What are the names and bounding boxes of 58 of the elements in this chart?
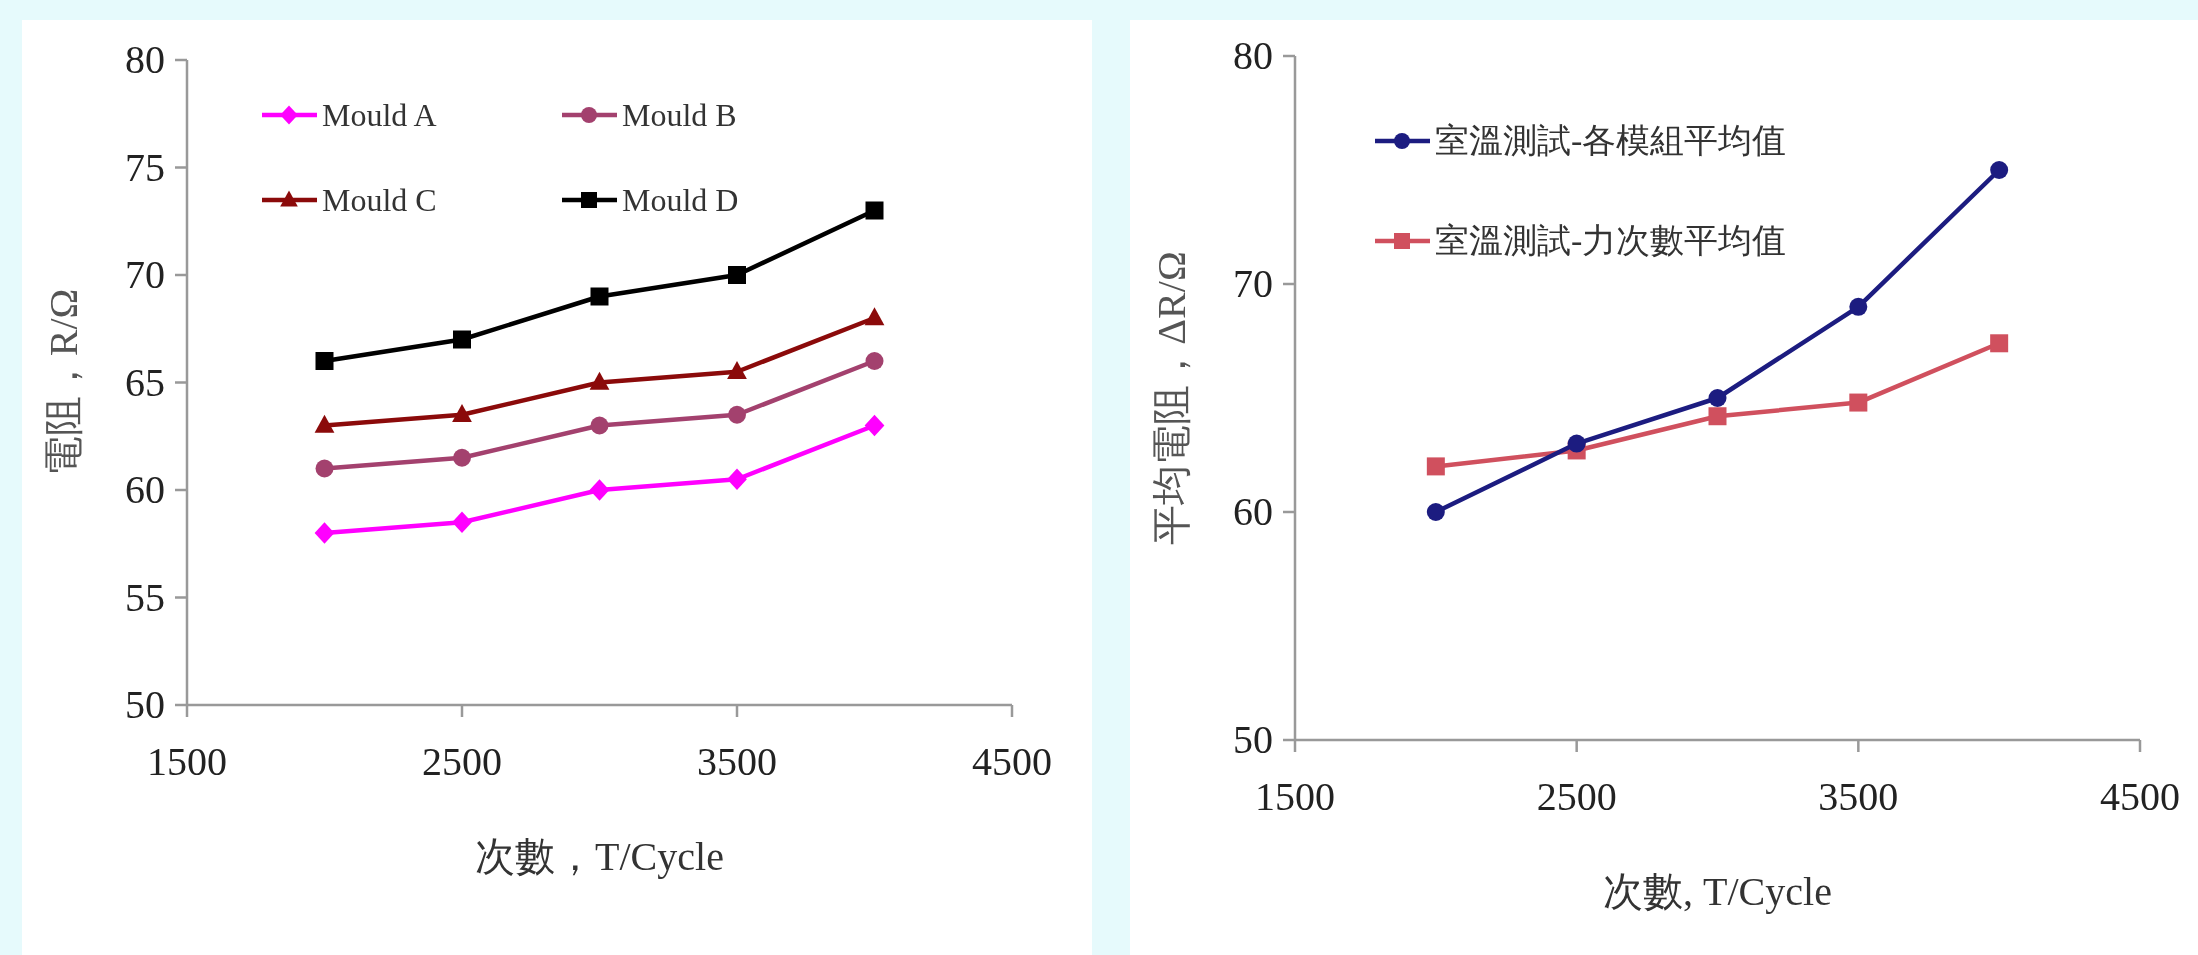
point (590, 416, 609, 435)
point (1708, 407, 1727, 426)
y-tick-label: 60 (1233, 489, 1273, 534)
point (1708, 389, 1727, 407)
x-axis-title: 次數，T/Cycle (475, 834, 724, 879)
y-axis-title: 平均電阻，ΔR/Ω (1149, 251, 1194, 545)
point (864, 414, 885, 437)
x-axis-title: 次數, T/Cycle (1603, 869, 1832, 914)
y-tick-label: 50 (125, 682, 165, 727)
point (315, 352, 334, 370)
legend-label: Mould D (622, 182, 739, 218)
point (865, 201, 884, 220)
point (728, 405, 746, 424)
point (589, 479, 610, 501)
point (452, 511, 472, 534)
y-tick-label: 50 (1233, 717, 1273, 762)
x-tick-label: 4500 (972, 739, 1052, 784)
y-tick-label: 60 (125, 467, 165, 512)
point (1990, 334, 2009, 353)
y-tick-label: 65 (125, 359, 165, 405)
point (1567, 434, 1586, 453)
point (453, 448, 471, 467)
point (864, 307, 885, 326)
point (315, 459, 334, 478)
x-tick-label: 2500 (422, 739, 502, 784)
x-tick-label: 4500 (2100, 774, 2180, 819)
x-tick-label: 1500 (147, 739, 227, 784)
point (1990, 161, 2009, 179)
y-tick-label: 80 (1233, 33, 1273, 78)
y-tick-label: 80 (125, 37, 165, 82)
point (453, 330, 471, 349)
y-tick-label: 70 (125, 252, 165, 297)
y-axis-title: 電阻，R/Ω (41, 288, 86, 477)
y-tick-label: 70 (1233, 261, 1273, 306)
point (1426, 457, 1445, 476)
point (727, 468, 747, 491)
legend-label: 室溫測試-力次數平均值 (1435, 222, 1787, 259)
point (727, 360, 747, 379)
point (314, 414, 335, 433)
x-tick-label: 2500 (1536, 774, 1617, 819)
x-tick-label: 1500 (1255, 774, 1335, 819)
x-tick-label: 3500 (697, 739, 777, 784)
point (452, 403, 472, 422)
point (1849, 393, 1868, 412)
point (590, 287, 609, 306)
point (865, 352, 884, 370)
legend-label: Mould A (322, 97, 437, 133)
legend-label: Mould B (622, 97, 737, 133)
point (728, 266, 746, 284)
point (1849, 297, 1868, 316)
y-tick-label: 55 (125, 574, 165, 620)
y-tick-label: 75 (125, 144, 165, 190)
x-tick-label: 3500 (1818, 774, 1899, 819)
point (589, 371, 610, 390)
point (314, 522, 335, 544)
legend-label: 室溫測試-各模組平均值 (1435, 122, 1787, 159)
legend-label: Mould C (322, 182, 437, 218)
point (1426, 503, 1445, 521)
